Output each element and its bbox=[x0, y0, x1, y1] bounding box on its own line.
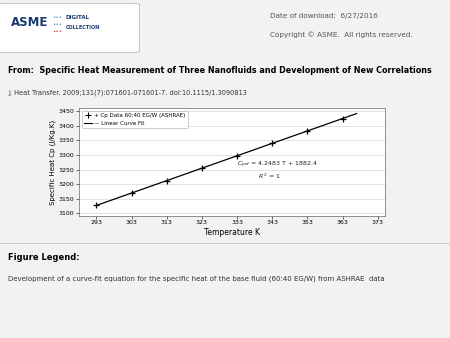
Text: $C_{pef}$ = 4.2483 T + 1882.4
           $R^{2}$ = 1: $C_{pef}$ = 4.2483 T + 1882.4 $R^{2}$ = … bbox=[237, 160, 318, 180]
Text: COLLECTION: COLLECTION bbox=[65, 25, 99, 30]
Legend: + Cp Data 60:40 EG/W (ASHRAE), — Linear Curve Fit: + Cp Data 60:40 EG/W (ASHRAE), — Linear … bbox=[81, 111, 188, 128]
Text: Date of download:  6/27/2016: Date of download: 6/27/2016 bbox=[270, 13, 378, 19]
Text: DIGITAL: DIGITAL bbox=[65, 15, 90, 20]
Text: J. Heat Transfer. 2009;131(7):071601-071601-7. doi:10.1115/1.3090813: J. Heat Transfer. 2009;131(7):071601-071… bbox=[8, 90, 247, 96]
Text: From:  Specific Heat Measurement of Three Nanofluids and Development of New Corr: From: Specific Heat Measurement of Three… bbox=[8, 66, 432, 75]
FancyBboxPatch shape bbox=[0, 3, 140, 52]
X-axis label: Temperature K: Temperature K bbox=[204, 228, 260, 237]
Y-axis label: Specific Heat Cp (J/Kg.K): Specific Heat Cp (J/Kg.K) bbox=[50, 120, 56, 205]
Text: •••: ••• bbox=[52, 15, 62, 20]
Text: ASME: ASME bbox=[11, 16, 49, 29]
Text: Copyright © ASME.  All rights reserved.: Copyright © ASME. All rights reserved. bbox=[270, 31, 413, 38]
Text: Development of a curve-fit equation for the specific heat of the base fluid (60:: Development of a curve-fit equation for … bbox=[8, 275, 385, 282]
Text: •••: ••• bbox=[52, 22, 62, 27]
Text: Figure Legend:: Figure Legend: bbox=[8, 253, 80, 262]
Text: •••: ••• bbox=[52, 29, 62, 34]
